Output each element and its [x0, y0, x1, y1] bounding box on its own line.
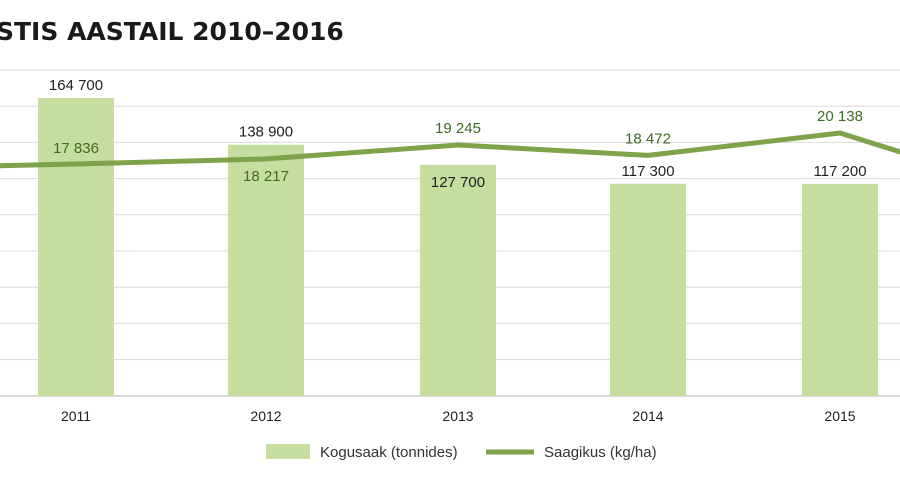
- line-series: [0, 130, 900, 169]
- bar: [802, 183, 878, 396]
- bar-series: [38, 98, 878, 396]
- line-data-label: 19 245: [435, 120, 481, 137]
- legend-bar-label: Kogusaak (tonnides): [320, 444, 458, 461]
- bar: [38, 98, 114, 396]
- legend-bar-swatch: [266, 444, 310, 459]
- bar-data-label: 138 900: [239, 124, 293, 141]
- bar: [420, 164, 496, 396]
- x-axis-ticks: 2011 2012 2013 2014 2015: [61, 408, 856, 424]
- bar: [610, 183, 686, 396]
- x-tick-label: 2015: [824, 408, 855, 424]
- x-tick-label: 2012: [250, 408, 281, 424]
- x-tick-label: 2011: [61, 408, 91, 424]
- legend-line-label: Saagikus (kg/ha): [544, 444, 657, 461]
- bar: [228, 144, 304, 396]
- line-data-labels: 17 836 18 217 19 245 18 472 20 138: [53, 108, 863, 185]
- saagikus-line: [0, 130, 900, 169]
- line-data-label: 18 472: [625, 130, 671, 147]
- bar-data-label: 164 700: [49, 77, 103, 94]
- bar-data-label: 117 200: [813, 163, 866, 180]
- line-data-label: 17 836: [53, 140, 99, 157]
- x-tick-label: 2014: [632, 408, 663, 424]
- line-data-label: 18 217: [243, 168, 289, 185]
- x-tick-label: 2013: [442, 408, 473, 424]
- bar-data-label: 117 300: [621, 163, 674, 180]
- bar-data-labels: 164 700 138 900 127 700 117 300 117 200: [49, 77, 867, 191]
- legend: Kogusaak (tonnides) Saagikus (kg/ha): [266, 444, 657, 461]
- bar-data-label: 127 700: [431, 174, 485, 191]
- line-data-label: 20 138: [817, 108, 863, 125]
- chart-title: STIS AASTAIL 2010–2016: [0, 17, 344, 46]
